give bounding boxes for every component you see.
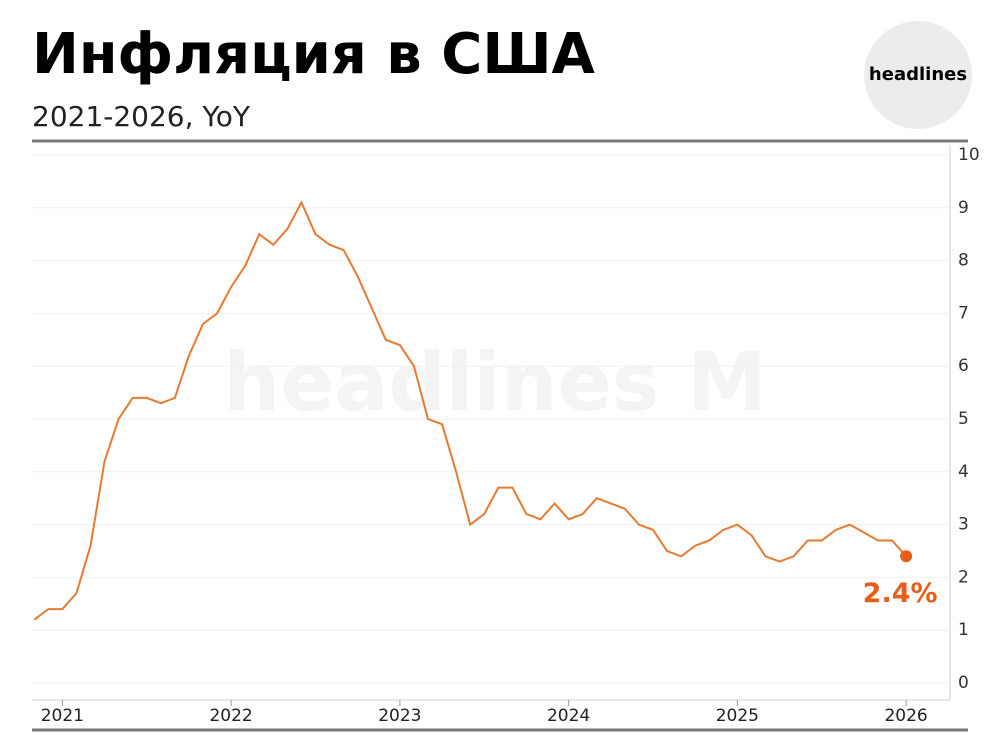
y-tick-label: 3	[958, 515, 969, 535]
y-tick-label: 6	[958, 356, 969, 376]
annotation: 2.4%	[863, 578, 938, 609]
y-tick-label: 8	[958, 251, 969, 271]
y-tick-label: 7	[958, 303, 969, 323]
logo-badge	[864, 21, 972, 129]
y-tick-label: 4	[958, 462, 969, 482]
x-tick-label: 2021	[41, 706, 84, 726]
chart-title: Инфляция в США	[32, 22, 596, 87]
y-tick-label: 2	[958, 567, 969, 587]
y-tick-label: 10	[958, 145, 980, 165]
y-tick-label: 9	[958, 198, 969, 218]
watermark: headlines M	[223, 336, 767, 429]
line-series	[33, 200, 907, 621]
x-tick-label: 2024	[547, 706, 590, 726]
x-tick-label: 2025	[716, 706, 759, 726]
chart-subtitle: 2021-2026, YoY	[32, 100, 251, 133]
y-tick-label: 0	[958, 673, 969, 693]
x-tick-label: 2022	[209, 706, 252, 726]
y-tick-label: 5	[958, 409, 969, 429]
end-marker	[900, 550, 913, 563]
logo: headlines	[869, 64, 967, 85]
x-tick-label: 2023	[378, 706, 421, 726]
y-tick-label: 1	[958, 620, 969, 640]
x-tick-label: 2026	[884, 706, 927, 726]
